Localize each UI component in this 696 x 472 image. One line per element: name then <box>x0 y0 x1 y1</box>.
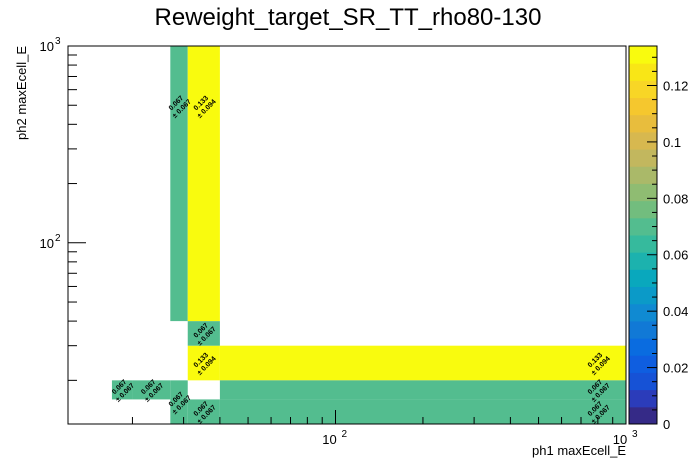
heatmap-cell <box>170 46 188 322</box>
colorbar-segment <box>629 372 657 391</box>
cell-labels: 0.067± 0.067 0.067± 0.067 0.067± 0.067 0.06… <box>111 95 612 426</box>
colorbar-tick-label: 0.12 <box>663 78 688 93</box>
y-tick-label: 10 <box>40 39 54 54</box>
heatmap-cell <box>132 380 171 400</box>
colorbar-tick-label: 0.1 <box>663 135 681 150</box>
x-tick-label: 10 <box>613 432 627 447</box>
x-axis: 10 2 10 3 <box>131 410 638 447</box>
heatmap-cells <box>111 46 627 424</box>
colorbar-segment <box>629 320 657 339</box>
heatmap-cell <box>219 380 627 400</box>
heatmap-cell <box>187 321 220 346</box>
colorbar-segment <box>629 269 657 288</box>
colorbar-segment <box>629 46 657 64</box>
colorbar-segment <box>629 355 657 373</box>
colorbar: 0 0.02 0.04 0.06 0.08 0.1 0.12 <box>628 45 688 432</box>
colorbar-segment <box>629 114 657 133</box>
y-tick-exponent: 2 <box>55 233 61 244</box>
colorbar-segment <box>629 131 657 150</box>
colorbar-segment <box>629 97 657 116</box>
colorbar-segment <box>629 252 657 270</box>
colorbar-segment <box>629 389 657 408</box>
colorbar-segment <box>629 166 657 184</box>
colorbar-segment <box>629 200 657 219</box>
colorbar-segment <box>629 63 657 81</box>
chart-title: Reweight_target_SR_TT_rho80-130 <box>154 4 542 31</box>
heatmap-cell <box>111 380 133 400</box>
heatmap-cell <box>219 345 627 381</box>
colorbar-segment <box>629 235 657 253</box>
colorbar-segment <box>629 183 657 202</box>
colorbar-segment <box>629 217 657 236</box>
heatmap-cell <box>187 399 220 424</box>
x-axis-title: ph1 maxEcell_E <box>532 443 626 458</box>
y-axis-title: ph2 maxEcell_E <box>14 46 29 140</box>
colorbar-segment <box>629 406 657 425</box>
colorbar-segment <box>629 338 657 356</box>
x-tick-exponent: 3 <box>632 429 638 440</box>
colorbar-segment <box>629 286 657 305</box>
x-tick-label: 10 <box>322 432 336 447</box>
colorbar-tick-label: 0.02 <box>663 361 688 376</box>
colorbar-tick-label: 0 <box>663 417 670 432</box>
colorbar-segment <box>629 80 657 99</box>
y-tick-label: 10 <box>40 236 54 251</box>
colorbar-tick-label: 0.08 <box>663 191 688 206</box>
colorbar-frame <box>628 45 658 425</box>
plot-frame <box>67 45 627 425</box>
heatmap-cell <box>170 380 188 424</box>
colorbar-tick-label: 0.06 <box>663 248 688 263</box>
y-tick-exponent: 3 <box>55 36 61 47</box>
colorbar-segment <box>629 303 657 322</box>
heatmap-cell <box>187 345 220 381</box>
colorbar-segment <box>629 149 657 167</box>
x-tick-exponent: 2 <box>341 429 347 440</box>
heatmap-cell <box>187 46 220 322</box>
colorbar-tick-label: 0.04 <box>663 304 688 319</box>
